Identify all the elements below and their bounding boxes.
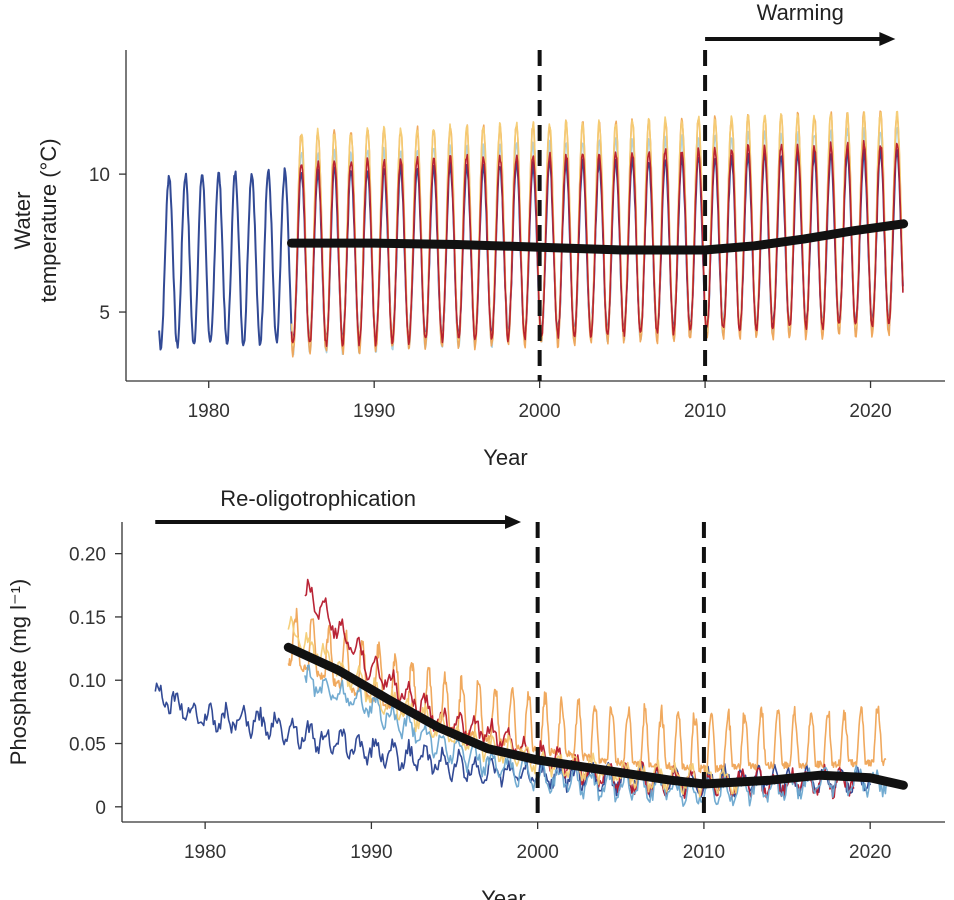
- temperature-panel: 1980 1990 2000 2010 2020 5 10 Year Water temperat…: [10, 0, 945, 470]
- trend-line: [287, 219, 909, 255]
- phosphate-panel: 1980 1990 2000 2010 2020 0 0.05 0.10 0.15 0.20 Yea…: [6, 486, 945, 900]
- x-tick-label: 2020: [849, 401, 891, 422]
- annotation-label: Re-oligotrophication: [220, 486, 416, 511]
- x-tick-label: 2000: [518, 401, 560, 422]
- warming-arrow-head: [879, 32, 896, 46]
- data-series: [290, 139, 904, 347]
- series-group: [154, 578, 888, 807]
- x-tick-label: 2000: [517, 842, 559, 863]
- x-tick-label: 1980: [184, 842, 226, 863]
- y-axis-label: temperature (°C): [36, 138, 61, 302]
- y-tick-label: 0.10: [69, 671, 106, 692]
- reoligotrophication-arrow-head: [505, 515, 522, 529]
- y-axis-label: Water: [10, 192, 35, 250]
- x-tick-label: 1990: [350, 842, 392, 863]
- y-tick-label: 0.05: [69, 735, 106, 756]
- y-tick-label: 10: [89, 165, 110, 186]
- annotation-label: Warming: [757, 0, 844, 25]
- x-axis-label: Year: [481, 886, 525, 900]
- x-tick-label: 2010: [683, 842, 725, 863]
- y-tick-label: 0.15: [69, 608, 106, 629]
- y-axis-label: Phosphate (mg l⁻¹): [6, 579, 31, 765]
- x-tick-label: 2010: [684, 401, 726, 422]
- y-tick-label: 0.20: [69, 545, 106, 566]
- x-axis-label: Year: [483, 445, 527, 470]
- series-group: [158, 110, 904, 358]
- x-tick-label: 1980: [188, 401, 230, 422]
- trend-line: [283, 642, 908, 790]
- y-tick-label: 0: [95, 798, 106, 819]
- y-tick-label: 5: [99, 303, 110, 324]
- x-tick-label: 1990: [353, 401, 395, 422]
- x-tick-label: 2020: [849, 842, 891, 863]
